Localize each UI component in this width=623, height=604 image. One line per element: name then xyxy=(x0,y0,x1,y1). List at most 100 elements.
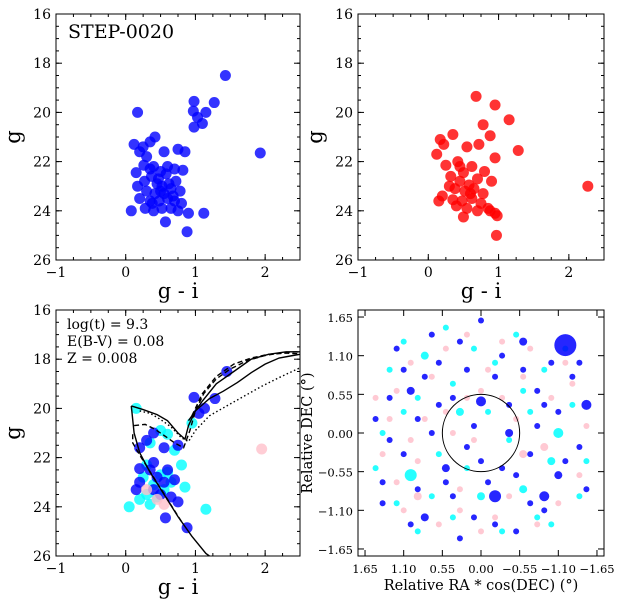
data-point xyxy=(489,99,501,111)
data-point-cyan xyxy=(442,324,449,331)
x-tick-label: 2 xyxy=(564,265,573,281)
y-tick-label: −0.55 xyxy=(318,466,353,480)
data-point-blue xyxy=(492,521,499,528)
data-point-blue xyxy=(159,512,171,524)
data-point-blue xyxy=(209,393,221,405)
y-tick-label: 20 xyxy=(335,105,353,121)
data-point xyxy=(172,205,184,217)
y-axis-label: g xyxy=(1,426,25,439)
y-tick-label: 18 xyxy=(33,352,51,368)
data-point-blue xyxy=(527,451,534,458)
data-point-blue xyxy=(400,451,407,458)
data-point-pink xyxy=(141,484,153,496)
data-point-pink xyxy=(456,486,463,493)
data-point-blue xyxy=(520,366,527,373)
y-tick-label: 24 xyxy=(33,500,51,516)
data-point-blue xyxy=(386,394,393,401)
annotation: log(t) = 9.3 xyxy=(67,317,148,333)
data-point-blue xyxy=(379,479,386,486)
y-tick-label: 22 xyxy=(33,451,51,467)
data-point-blue xyxy=(148,427,160,439)
data-point xyxy=(466,161,478,173)
data-point-cyan xyxy=(134,493,146,505)
data-point-blue xyxy=(449,493,456,500)
data-point-blue xyxy=(499,465,506,472)
data-point-cyan xyxy=(492,359,499,366)
y-tick-label: 20 xyxy=(33,105,51,121)
data-point-cyan xyxy=(455,407,464,416)
data-point-pink xyxy=(393,479,400,486)
data-point-cyan xyxy=(449,514,456,521)
data-point-blue xyxy=(442,479,449,486)
data-point-blue xyxy=(456,535,463,542)
y-axis-label: Relative DEC (°) xyxy=(300,372,316,493)
points-group xyxy=(125,70,266,238)
data-point-cyan xyxy=(553,428,564,438)
data-point-blue xyxy=(420,513,429,522)
annotation: Z = 0.008 xyxy=(67,351,137,367)
data-point-cyan xyxy=(477,492,485,501)
x-tick-label: 1 xyxy=(191,561,200,577)
panel-cmd-full: −1 0 1 2 16 18 20 22 24 26 g - i g STEP-0020 xyxy=(1,7,301,303)
data-point-blue xyxy=(428,430,435,436)
data-point-blue xyxy=(576,359,583,366)
data-point-blue xyxy=(463,444,470,451)
data-point-blue xyxy=(513,528,520,535)
data-point-pink xyxy=(492,514,499,521)
data-point-cyan xyxy=(379,430,386,436)
data-point-blue xyxy=(406,386,415,395)
data-point-pink xyxy=(256,443,268,455)
data-point-blue xyxy=(527,500,534,507)
data-point-blue xyxy=(506,401,513,408)
data-point-pink xyxy=(372,394,379,401)
data-point-blue xyxy=(499,352,506,359)
y-axis-label: g xyxy=(303,130,327,143)
data-point-cyan xyxy=(519,485,528,494)
data-point xyxy=(489,152,501,164)
data-point-blue xyxy=(555,408,562,415)
data-point-blue xyxy=(141,434,153,446)
x-tick-label: 0 xyxy=(121,561,130,577)
data-point xyxy=(132,106,144,118)
isochrone-dashed-c xyxy=(191,352,300,417)
plot-frame xyxy=(55,309,301,557)
data-point-cyan xyxy=(123,501,135,513)
data-point xyxy=(445,170,457,182)
data-point xyxy=(130,167,142,179)
x-axis-label: g - i xyxy=(158,575,199,599)
data-point-pink xyxy=(442,408,449,415)
data-point-pink xyxy=(583,422,590,429)
y-tick-label: 18 xyxy=(335,56,353,72)
data-point-blue xyxy=(393,345,400,352)
data-point xyxy=(477,119,489,131)
data-point-blue xyxy=(134,463,146,475)
y-tick-label: 24 xyxy=(335,204,353,220)
data-point-blue xyxy=(414,486,421,493)
panel-cmd-members: −1 0 1 2 16 18 20 22 24 26 g - i g xyxy=(303,7,605,303)
data-point-blue xyxy=(470,514,477,521)
data-point-pink xyxy=(540,443,549,452)
data-point xyxy=(125,205,137,217)
data-point-blue xyxy=(158,442,170,454)
data-point-cyan xyxy=(506,437,513,444)
y-tick-label: 0.00 xyxy=(327,427,353,441)
data-point xyxy=(450,200,462,212)
plot-frame xyxy=(357,13,605,261)
data-point-blue xyxy=(541,401,548,408)
aperture-circle xyxy=(441,393,521,473)
data-point-cyan xyxy=(200,503,212,515)
data-point-pink xyxy=(548,394,555,401)
data-point-cyan xyxy=(527,408,534,415)
data-point-cyan xyxy=(420,351,429,360)
data-point xyxy=(200,106,212,118)
data-point-blue xyxy=(539,491,550,502)
data-point-pink xyxy=(520,373,527,380)
isochrone-dotted xyxy=(139,367,300,443)
isochrone-group xyxy=(130,351,300,556)
x-tick-label: 0 xyxy=(424,265,433,281)
data-point-blue xyxy=(576,444,583,451)
data-point-blue xyxy=(188,391,200,403)
data-point-blue xyxy=(534,422,541,429)
data-point xyxy=(132,180,144,192)
data-point xyxy=(470,90,482,102)
